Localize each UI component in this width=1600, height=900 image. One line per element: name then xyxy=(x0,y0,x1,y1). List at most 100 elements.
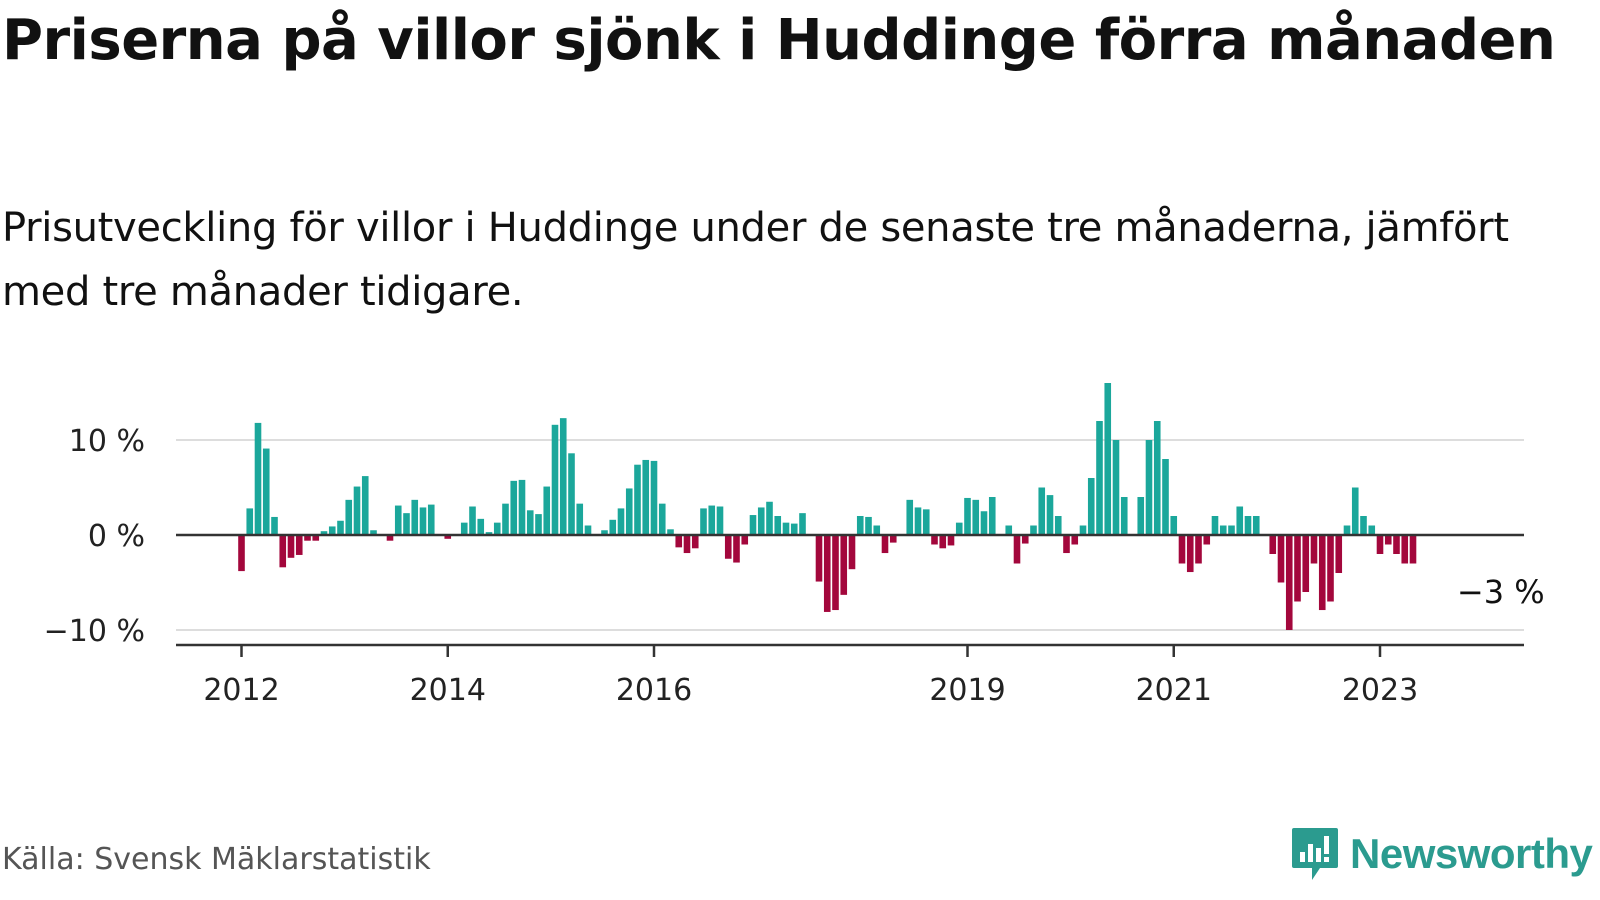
bar xyxy=(1112,440,1120,535)
bar xyxy=(1021,535,1029,544)
bar xyxy=(1096,421,1103,535)
bar xyxy=(1005,525,1013,535)
bar xyxy=(1294,535,1301,602)
bar xyxy=(799,513,806,535)
bar xyxy=(667,529,674,535)
bar xyxy=(1285,535,1293,630)
bar xyxy=(1351,487,1359,535)
bar xyxy=(320,531,328,535)
bar xyxy=(1195,535,1202,564)
chart-title: Priserna på villor sjönk i Huddinge förr… xyxy=(2,8,1556,73)
bar xyxy=(1401,535,1409,564)
bar xyxy=(790,523,798,535)
bar xyxy=(1120,497,1128,535)
bar xyxy=(1104,383,1112,535)
bar xyxy=(526,510,534,535)
bar xyxy=(1335,535,1343,573)
bar xyxy=(1302,535,1310,592)
bar xyxy=(1219,525,1227,535)
bar xyxy=(1013,535,1021,564)
bar xyxy=(757,507,765,535)
bar xyxy=(1153,421,1161,535)
bar xyxy=(576,503,584,535)
bar xyxy=(733,535,740,563)
bar xyxy=(634,464,641,535)
bar xyxy=(1071,535,1079,545)
bar xyxy=(238,535,245,572)
bar xyxy=(766,501,773,535)
annotations: −3 % xyxy=(1457,573,1545,611)
bar-chart: 10 % 0 % −10 % 2012 2014 2016 2019 2021 2023 −3… xyxy=(44,383,1545,708)
bar xyxy=(856,516,864,535)
bar xyxy=(1244,516,1252,535)
x-tick-label: 2012 xyxy=(203,673,279,708)
bar xyxy=(353,486,361,535)
newsworthy-logo[interactable]: Newsworthy xyxy=(1290,826,1593,882)
bar xyxy=(980,511,988,535)
bar xyxy=(914,507,922,535)
bar xyxy=(724,535,732,559)
bar xyxy=(650,460,658,535)
bar xyxy=(295,535,303,555)
bar xyxy=(609,519,617,535)
y-tick-label: 10 % xyxy=(69,424,145,459)
bar xyxy=(543,486,551,535)
bars xyxy=(238,383,1417,630)
bar xyxy=(947,535,955,546)
bar xyxy=(559,418,567,535)
bar xyxy=(337,520,344,535)
bar xyxy=(691,535,699,549)
bar xyxy=(922,509,930,535)
x-tick-label: 2023 xyxy=(1342,673,1418,708)
bar xyxy=(1252,516,1260,535)
last-value-label: −3 % xyxy=(1457,573,1545,611)
gridlines xyxy=(176,439,1524,631)
bar xyxy=(1038,487,1046,535)
bar xyxy=(394,505,402,535)
bar xyxy=(1228,525,1235,535)
bar xyxy=(246,508,254,535)
bar xyxy=(865,516,872,535)
brand-name: Newsworthy xyxy=(1350,830,1593,877)
bar xyxy=(749,515,757,535)
bar xyxy=(741,535,749,545)
bar xyxy=(502,503,509,535)
bar xyxy=(823,535,831,612)
bar xyxy=(1360,516,1367,535)
bar xyxy=(262,448,270,535)
bar xyxy=(642,459,650,535)
bar xyxy=(1384,535,1392,545)
y-tick-label: 0 % xyxy=(88,519,145,554)
bar xyxy=(658,503,666,535)
bar xyxy=(287,535,295,558)
bar xyxy=(568,453,575,535)
y-tick-labels: 10 % 0 % −10 % xyxy=(44,424,145,649)
bar xyxy=(1376,535,1384,554)
bar xyxy=(584,525,592,535)
bar xyxy=(1269,535,1277,554)
newsworthy-logo-icon xyxy=(1292,828,1338,880)
bar xyxy=(1063,535,1070,554)
bar xyxy=(254,422,262,535)
bar xyxy=(485,532,493,535)
bar xyxy=(403,513,410,535)
bar xyxy=(1186,535,1194,573)
bar xyxy=(1030,525,1037,535)
bar xyxy=(840,535,848,595)
bar xyxy=(782,522,790,535)
x-tick-labels: 2012 2014 2016 2019 2021 2023 xyxy=(203,673,1418,708)
bar xyxy=(832,535,839,611)
y-tick-label: −10 % xyxy=(44,614,145,649)
bar xyxy=(617,508,625,535)
bar xyxy=(1236,506,1244,535)
bar xyxy=(708,505,716,535)
bar xyxy=(510,480,518,535)
bar xyxy=(1137,497,1145,535)
bar xyxy=(625,488,633,535)
bar xyxy=(469,506,476,535)
bar xyxy=(964,497,971,535)
bar xyxy=(1409,535,1417,564)
x-tick-label: 2016 xyxy=(616,673,692,708)
bar xyxy=(939,535,947,549)
bar xyxy=(386,535,394,541)
